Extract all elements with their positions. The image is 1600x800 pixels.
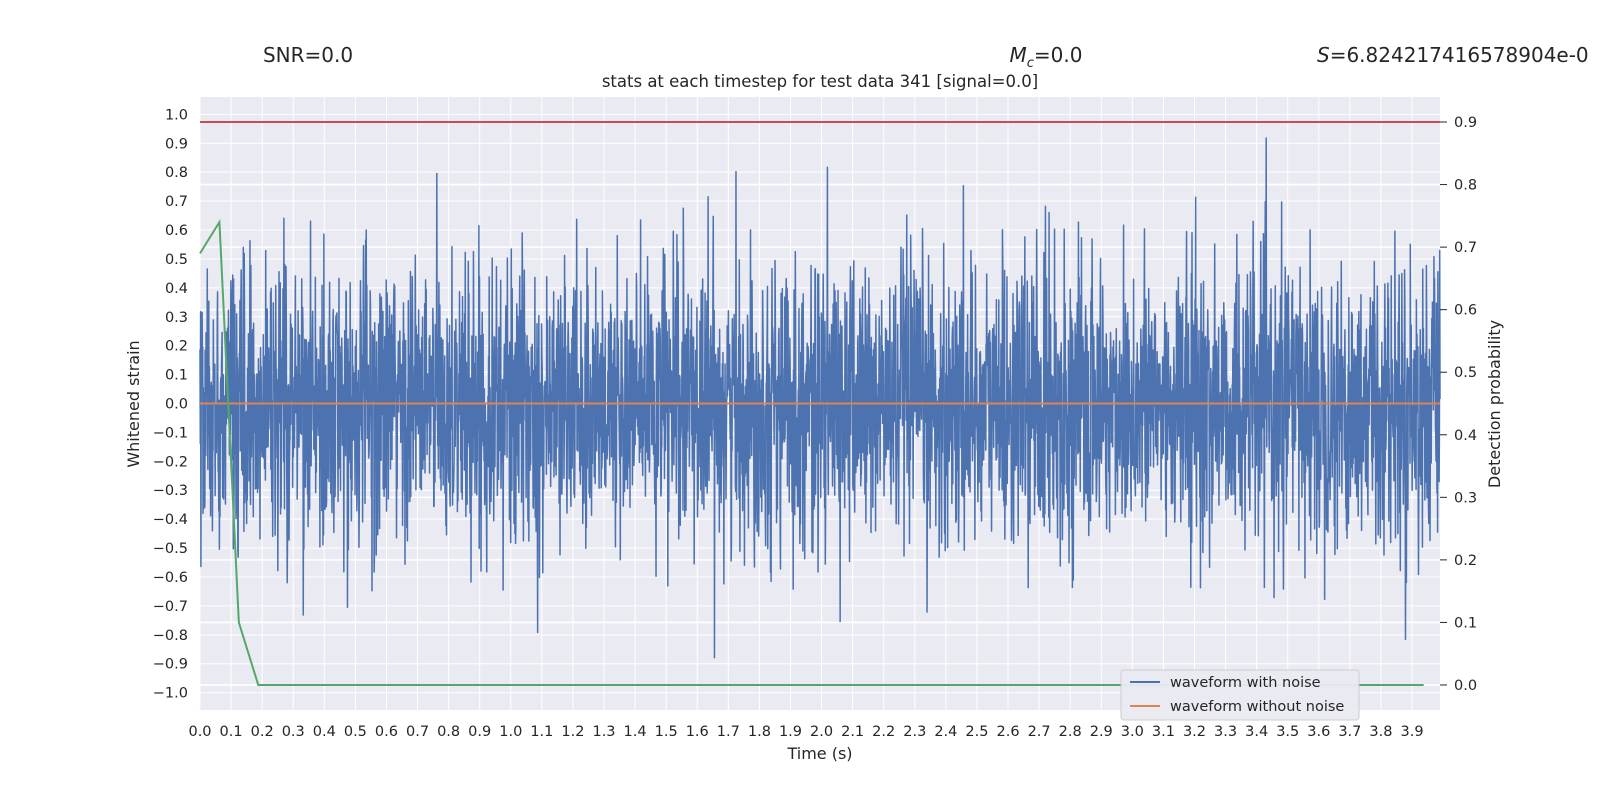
x-tick-label: 3.7 <box>1338 724 1361 740</box>
legend: waveform with noise waveform without noi… <box>1120 669 1360 721</box>
x-tick-label: 0.8 <box>437 724 460 740</box>
y-right-tick-label: 0.7 <box>1454 240 1477 256</box>
x-tick-label: 0.9 <box>468 724 491 740</box>
x-tick-label: 1.5 <box>655 724 678 740</box>
y-left-tick-label: −0.4 <box>153 512 188 528</box>
x-tick-label: 1.8 <box>748 724 771 740</box>
y-right-tick-label: 0.3 <box>1454 490 1477 506</box>
y-right-axis-label: Detection probability <box>1485 320 1504 488</box>
x-tick-label: 2.5 <box>965 724 988 740</box>
x-tick-label: 2.7 <box>1028 724 1051 740</box>
y-left-tick-label: −0.8 <box>153 628 188 644</box>
s-symbol: S <box>1317 43 1330 67</box>
mc-value: =0.0 <box>1034 43 1083 67</box>
y-right-tick-label: 0.5 <box>1454 365 1477 381</box>
x-tick-label: 2.0 <box>810 724 833 740</box>
x-tick-label: 2.1 <box>841 724 864 740</box>
x-tick-label: 2.4 <box>934 724 957 740</box>
x-tick-labels: 0.0 0.1 0.2 0.3 0.4 0.5 0.6 0.7 0.8 0.9 1.0 1.1 1.2 1… <box>188 724 1423 740</box>
x-tick-label: 0.1 <box>220 724 243 740</box>
y-left-tick-label: 1.0 <box>165 107 188 123</box>
y-right-tick-label: 0.8 <box>1454 178 1477 194</box>
y-left-tick-label: 0.2 <box>165 339 188 355</box>
x-tick-label: 0.6 <box>375 724 398 740</box>
detection-probability-line <box>199 218 1424 686</box>
y-left-tick-label: 0.1 <box>165 368 188 384</box>
s-suptitle: S=6.824217416578904e-0 <box>1317 43 1589 67</box>
x-tick-label: 1.2 <box>561 724 584 740</box>
y-right-tick-label: 0.0 <box>1454 678 1477 694</box>
x-tick-label: 2.2 <box>872 724 895 740</box>
x-tick-label: 3.6 <box>1307 724 1330 740</box>
snr-suptitle: SNR=0.0 <box>263 43 353 67</box>
y-right-tick-label: 0.6 <box>1454 303 1477 319</box>
y-left-tick-label: 0.7 <box>165 194 188 210</box>
y-left-tick-label: −0.5 <box>153 541 188 557</box>
y-left-tick-label: 0.9 <box>165 136 188 152</box>
y-left-tick-label: −0.1 <box>153 425 188 441</box>
x-tick-label: 0.3 <box>282 724 305 740</box>
y-left-tick-label: −0.3 <box>153 483 188 499</box>
y-right-tick-label: 0.1 <box>1454 615 1477 631</box>
x-tick-label: 0.4 <box>313 724 336 740</box>
x-tick-label: 1.0 <box>499 724 522 740</box>
y-left-tick-label: −0.7 <box>153 599 188 615</box>
s-value: =6.824217416578904e-0 <box>1330 43 1589 67</box>
x-tick-label: 3.1 <box>1152 724 1175 740</box>
y-left-tick-label: −0.2 <box>153 454 188 470</box>
y-left-tick-label: 0.4 <box>165 281 188 297</box>
y-right-tick-label: 0.2 <box>1454 553 1477 569</box>
lines-layer <box>199 121 1440 686</box>
x-tick-label: 2.9 <box>1090 724 1113 740</box>
waveform-with-noise-line <box>199 137 1441 659</box>
legend-label-clean: waveform without noise <box>1170 699 1344 715</box>
x-tick-label: 2.8 <box>1059 724 1082 740</box>
y-left-tick-label: 0.3 <box>165 310 188 326</box>
x-tick-label: 2.6 <box>996 724 1019 740</box>
x-tick-label: 2.3 <box>903 724 926 740</box>
legend-box <box>1120 669 1360 721</box>
x-tick-label: 1.7 <box>717 724 740 740</box>
x-tick-label: 3.3 <box>1214 724 1237 740</box>
y-left-tick-labels: 1.0 0.9 0.8 0.7 0.6 0.5 0.4 0.3 0.2 0.1 0.0 −0.1 −0.… <box>153 107 188 701</box>
mc-subscript: c <box>1027 56 1034 71</box>
legend-label-noise: waveform with noise <box>1170 675 1321 691</box>
chirp-mass-suptitle: Mc=0.0 <box>1010 43 1083 71</box>
x-tick-label: 0.0 <box>188 724 211 740</box>
y-left-tick-label: 0.8 <box>165 165 188 181</box>
y-left-axis-label: Whitened strain <box>124 340 143 467</box>
y-left-tick-label: −1.0 <box>153 686 188 702</box>
x-tick-label: 3.8 <box>1369 724 1392 740</box>
x-tick-label: 1.9 <box>779 724 802 740</box>
x-tick-label: 1.4 <box>624 724 647 740</box>
x-tick-label: 0.5 <box>344 724 367 740</box>
x-tick-label: 1.6 <box>686 724 709 740</box>
y-right-tick-label: 0.9 <box>1454 115 1477 131</box>
y-left-tick-label: 0.5 <box>165 252 188 268</box>
y-left-tick-label: −0.6 <box>153 570 188 586</box>
x-tick-label: 3.4 <box>1245 724 1268 740</box>
waveform-with-noise-series <box>199 137 1441 659</box>
x-tick-label: 0.2 <box>251 724 274 740</box>
x-tick-label: 3.2 <box>1183 724 1206 740</box>
y-right-tick-labels: 0.9 0.8 0.7 0.6 0.5 0.4 0.3 0.2 0.1 0.0 <box>1440 115 1477 694</box>
x-tick-label: 1.3 <box>592 724 615 740</box>
y-right-tick-label: 0.4 <box>1454 428 1477 444</box>
x-tick-label: 3.0 <box>1121 724 1144 740</box>
x-axis-label: Time (s) <box>786 744 852 763</box>
x-tick-label: 3.5 <box>1276 724 1299 740</box>
mc-symbol: M <box>1010 43 1027 67</box>
x-tick-label: 0.7 <box>406 724 429 740</box>
x-tick-label: 3.9 <box>1400 724 1423 740</box>
chart-title: stats at each timestep for test data 341… <box>602 72 1038 91</box>
y-left-tick-label: 0.6 <box>165 223 188 239</box>
x-tick-label: 1.1 <box>530 724 553 740</box>
y-left-tick-label: −0.9 <box>153 657 188 673</box>
y-left-tick-label: 0.0 <box>165 397 188 413</box>
